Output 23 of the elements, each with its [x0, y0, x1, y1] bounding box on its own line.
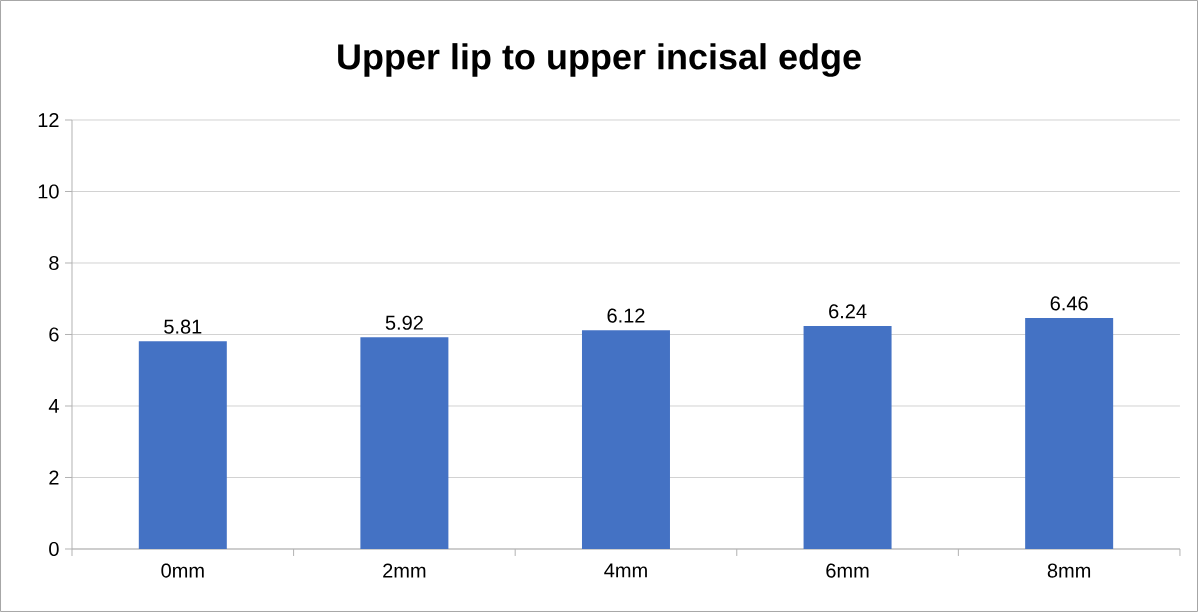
- y-tick-label: 12: [38, 113, 59, 127]
- chart-title: Upper lip to upper incisal edge: [338, 43, 861, 77]
- bar: [1025, 318, 1114, 549]
- data-label: 6.24: [829, 304, 867, 319]
- data-label: 5.92: [385, 315, 423, 330]
- data-label: 5.81: [164, 319, 202, 334]
- y-tick-label: 6: [49, 327, 59, 342]
- y-tick-label: 0: [49, 541, 59, 557]
- bar: [360, 337, 449, 549]
- x-tick-label: 0mm: [161, 563, 204, 578]
- x-tick-label: 2mm: [383, 563, 426, 578]
- data-label: 6.12: [607, 308, 645, 323]
- bar: [581, 330, 670, 549]
- y-tick-label: 8: [49, 255, 59, 271]
- y-tick-label: 10: [38, 184, 59, 199]
- x-tick-label: 6mm: [826, 563, 869, 578]
- y-tick-label: 4: [48, 399, 59, 413]
- bar: [138, 341, 227, 549]
- x-tick-label: 4mm: [604, 563, 647, 578]
- y-tick-label: 2: [49, 470, 59, 485]
- data-label: 6.46: [1050, 296, 1088, 311]
- bar: [803, 325, 892, 549]
- x-tick-label: 8mm: [1047, 563, 1091, 578]
